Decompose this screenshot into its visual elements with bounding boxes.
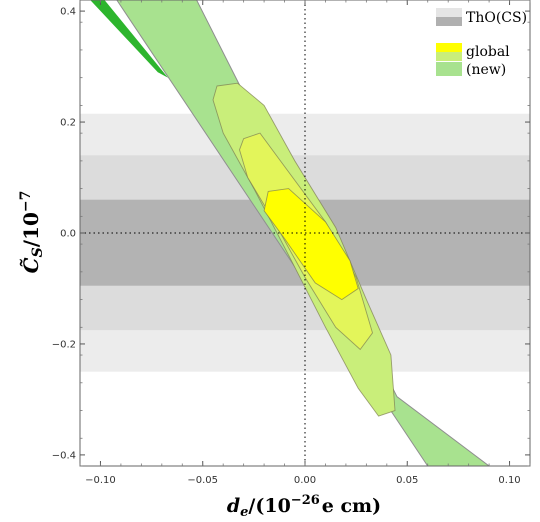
x-tick-label: 0.10: [498, 475, 520, 486]
y-tick-label: −0.4: [52, 450, 76, 461]
legend-swatch-tho-dark: [436, 17, 462, 26]
axis-ticks: −0.10 −0.05 0.00 0.05 0.10 −0.4 −0.2 0.0 0.2 0.4: [52, 0, 531, 486]
y-tick-label: 0.0: [60, 229, 76, 240]
legend-swatch-new: [436, 62, 462, 76]
global-region-level-1: [263, 188, 359, 301]
legend-swatch-tho-light: [436, 8, 462, 17]
plot-area: [80, 0, 530, 466]
y-tick-label: −0.2: [52, 339, 76, 350]
new-band-dark-region: [90, 0, 168, 78]
y-tick-label: 0.4: [60, 7, 76, 18]
y-tick-label: 0.2: [60, 118, 76, 129]
x-tick-label: 0.05: [396, 475, 418, 486]
legend-label-new: (new): [466, 62, 506, 78]
legend-swatch-global-lime: [436, 52, 462, 61]
legend-swatch-global-yellow: [436, 43, 462, 52]
x-axis-title: de/(10−26 e cm): [227, 493, 381, 520]
legend-label-global: global: [466, 44, 510, 60]
legend: ThO(CS) global (new): [436, 8, 527, 78]
y-axis-title: C̃S/10−7: [18, 191, 46, 274]
x-tick-label: −0.10: [85, 475, 116, 486]
legend-label-tho: ThO(CS): [466, 10, 527, 26]
x-tick-label: −0.05: [187, 475, 218, 486]
x-tick-label: 0.00: [294, 475, 316, 486]
reference-lines: [80, 0, 530, 466]
